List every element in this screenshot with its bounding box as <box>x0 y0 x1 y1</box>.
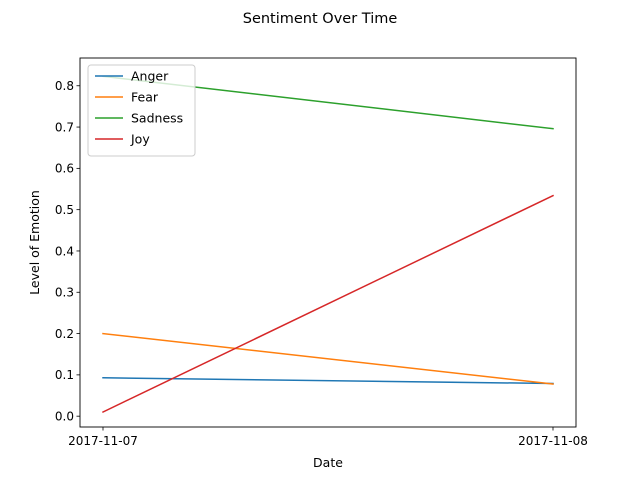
y-tick-label: 0.7 <box>55 120 74 134</box>
series-line-anger <box>102 377 554 385</box>
legend: Anger Fear Sadness Joy <box>87 64 196 157</box>
y-tick-label: 0.1 <box>55 368 74 382</box>
legend-label-anger: Anger <box>131 69 169 84</box>
legend-label-sadness: Sadness <box>131 111 183 126</box>
x-axis-label: Date <box>313 455 343 470</box>
y-tick-label: 0.6 <box>55 162 74 176</box>
x-tick-label: 2017-11-08 <box>518 434 588 448</box>
y-tick-label: 0.4 <box>55 244 74 258</box>
chart-title: Sentiment Over Time <box>243 11 398 27</box>
legend-label-fear: Fear <box>131 90 159 105</box>
y-tick-label: 0.8 <box>55 79 74 93</box>
y-axis-label: Level of Emotion <box>27 190 42 295</box>
y-tick-label: 0.2 <box>55 327 74 341</box>
legend-box <box>87 64 196 157</box>
ticks-layer: 0.0 0.1 0.2 0.3 0.4 0.5 0.6 0.7 0.8 2017-11-07 201… <box>55 79 588 448</box>
y-tick-label: 0.5 <box>55 203 74 217</box>
plot-frame <box>79 57 577 428</box>
series-line-joy <box>101 194 555 414</box>
y-tick-label: 0.3 <box>55 286 74 300</box>
legend-label-joy: Joy <box>130 132 150 147</box>
series-line-fear <box>102 332 554 385</box>
x-tick-label: 2017-11-07 <box>68 434 138 448</box>
y-tick-label: 0.0 <box>55 409 74 423</box>
